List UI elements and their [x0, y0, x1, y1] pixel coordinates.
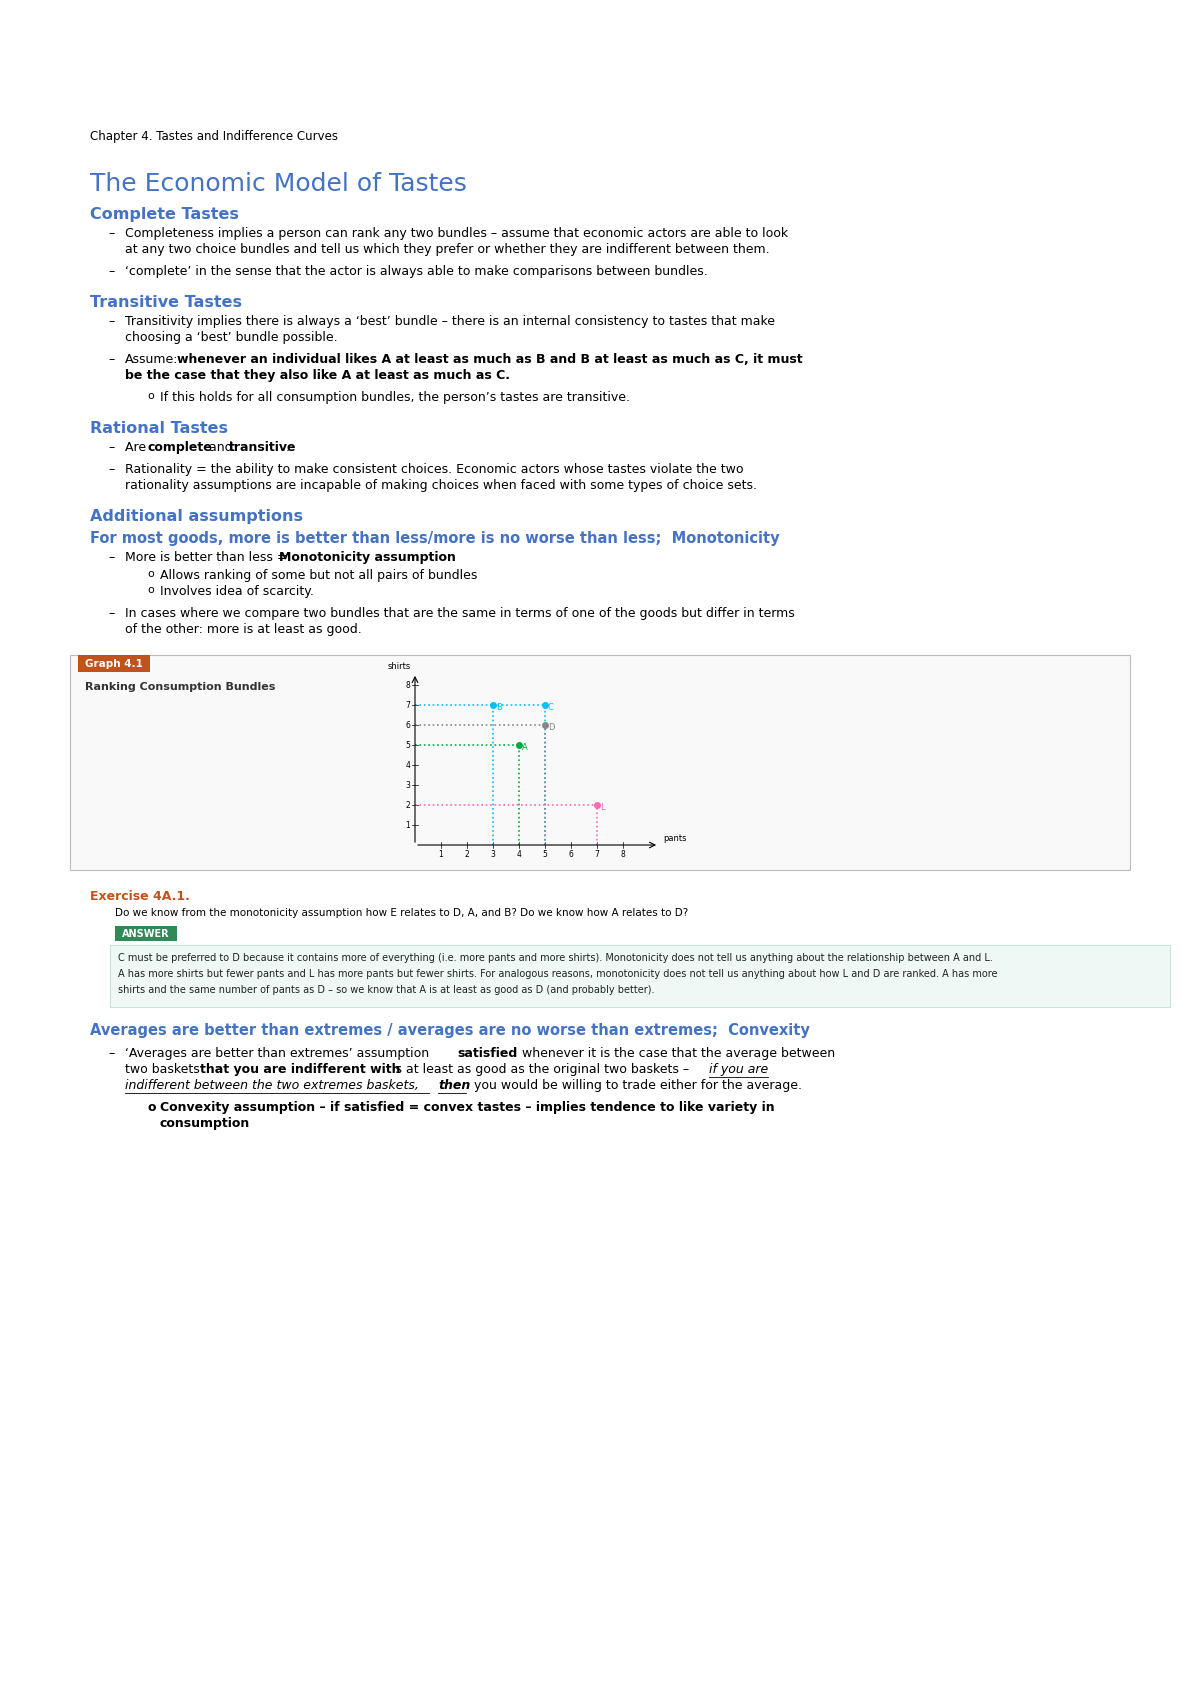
- Text: Complete Tastes: Complete Tastes: [90, 207, 239, 222]
- Text: D: D: [548, 723, 554, 732]
- Text: 5: 5: [542, 851, 547, 859]
- FancyBboxPatch shape: [110, 946, 1170, 1007]
- FancyBboxPatch shape: [70, 655, 1130, 869]
- Text: two baskets: two baskets: [125, 1063, 204, 1077]
- Text: Graph 4.1: Graph 4.1: [85, 659, 143, 669]
- Text: Assume:: Assume:: [125, 353, 179, 367]
- Text: consumption: consumption: [160, 1117, 251, 1129]
- Text: Chapter 4. Tastes and Indifference Curves: Chapter 4. Tastes and Indifference Curve…: [90, 131, 338, 143]
- Text: transitive: transitive: [229, 441, 296, 453]
- Text: Averages are better than extremes / averages are no worse than extremes;  Convex: Averages are better than extremes / aver…: [90, 1022, 810, 1037]
- Text: ANSWER: ANSWER: [122, 929, 170, 939]
- Text: In cases where we compare two bundles that are the same in terms of one of the g: In cases where we compare two bundles th…: [125, 606, 794, 620]
- Text: Are: Are: [125, 441, 150, 453]
- Text: of the other: more is at least as good.: of the other: more is at least as good.: [125, 623, 361, 637]
- Text: 4: 4: [516, 851, 522, 859]
- Text: –: –: [108, 606, 114, 620]
- Text: 6: 6: [569, 851, 574, 859]
- Text: Do we know from the monotonicity assumption how E relates to D, A, and B? Do we : Do we know from the monotonicity assumpt…: [115, 908, 689, 919]
- Text: A: A: [522, 744, 528, 752]
- Text: 1: 1: [406, 820, 410, 830]
- Text: 7: 7: [594, 851, 600, 859]
- Text: shirts and the same number of pants as D – so we know that A is at least as good: shirts and the same number of pants as D…: [118, 985, 654, 995]
- Text: whenever it is the case that the average between: whenever it is the case that the average…: [518, 1048, 835, 1060]
- Text: satisfied: satisfied: [457, 1048, 517, 1060]
- Text: Ranking Consumption Bundles: Ranking Consumption Bundles: [85, 683, 275, 693]
- Text: you would be willing to trade either for the average.: you would be willing to trade either for…: [470, 1078, 802, 1092]
- Text: –: –: [108, 316, 114, 328]
- Text: B: B: [496, 703, 502, 711]
- Text: Monotonicity assumption: Monotonicity assumption: [278, 550, 456, 564]
- Text: and: and: [205, 441, 236, 453]
- Text: A has more shirts but fewer pants and L has more pants but fewer shirts. For ana: A has more shirts but fewer pants and L …: [118, 970, 997, 980]
- Text: Completeness implies a person can rank any two bundles – assume that economic ac: Completeness implies a person can rank a…: [125, 228, 788, 239]
- Text: Convexity assumption – if satisfied = convex tastes – implies tendence to like v: Convexity assumption – if satisfied = co…: [160, 1100, 775, 1114]
- Text: Additional assumptions: Additional assumptions: [90, 509, 302, 525]
- Text: .: .: [286, 441, 290, 453]
- Text: –: –: [108, 228, 114, 239]
- Text: 5: 5: [406, 740, 410, 749]
- Text: choosing a ‘best’ bundle possible.: choosing a ‘best’ bundle possible.: [125, 331, 337, 345]
- Text: –: –: [108, 1048, 114, 1060]
- Text: 3: 3: [491, 851, 496, 859]
- Text: The Economic Model of Tastes: The Economic Model of Tastes: [90, 171, 467, 195]
- Text: 6: 6: [406, 720, 410, 730]
- Text: that you are indifferent with: that you are indifferent with: [200, 1063, 401, 1077]
- Text: Involves idea of scarcity.: Involves idea of scarcity.: [160, 586, 314, 598]
- FancyBboxPatch shape: [78, 655, 150, 672]
- Text: –: –: [108, 353, 114, 367]
- Text: –: –: [108, 550, 114, 564]
- Text: is at least as good as the original two baskets –: is at least as good as the original two …: [388, 1063, 694, 1077]
- Text: 2: 2: [464, 851, 469, 859]
- Text: C: C: [548, 703, 554, 711]
- Text: 3: 3: [406, 781, 410, 790]
- Text: then: then: [438, 1078, 470, 1092]
- Text: indifferent between the two extremes baskets,: indifferent between the two extremes bas…: [125, 1078, 419, 1092]
- Text: 2: 2: [406, 800, 410, 810]
- Text: Rationality = the ability to make consistent choices. Economic actors whose tast: Rationality = the ability to make consis…: [125, 464, 744, 475]
- Text: whenever an individual likes A at least as much as B and B at least as much as C: whenever an individual likes A at least …: [178, 353, 803, 367]
- Text: o: o: [148, 569, 154, 579]
- Text: Rational Tastes: Rational Tastes: [90, 421, 228, 436]
- Text: More is better than less =: More is better than less =: [125, 550, 292, 564]
- Text: o: o: [148, 391, 154, 401]
- Text: 1: 1: [439, 851, 443, 859]
- Text: Transitive Tastes: Transitive Tastes: [90, 295, 242, 311]
- Text: complete: complete: [148, 441, 212, 453]
- Text: if you are: if you are: [709, 1063, 768, 1077]
- Text: pants: pants: [662, 834, 686, 842]
- Text: shirts: shirts: [388, 662, 410, 671]
- Text: o: o: [148, 1100, 156, 1114]
- Text: L: L: [600, 803, 605, 812]
- Text: Allows ranking of some but not all pairs of bundles: Allows ranking of some but not all pairs…: [160, 569, 478, 582]
- Text: 4: 4: [406, 761, 410, 769]
- Text: Transitivity implies there is always a ‘best’ bundle – there is an internal cons: Transitivity implies there is always a ‘…: [125, 316, 775, 328]
- Text: 8: 8: [406, 681, 410, 689]
- Text: ‘Averages are better than extremes’ assumption: ‘Averages are better than extremes’ assu…: [125, 1048, 433, 1060]
- Text: For most goods, more is better than less/more is no worse than less;  Monotonici: For most goods, more is better than less…: [90, 531, 780, 547]
- Text: C must be preferred to D because it contains more of everything (i.e. more pants: C must be preferred to D because it cont…: [118, 953, 992, 963]
- FancyBboxPatch shape: [115, 925, 178, 941]
- Text: Exercise 4A.1.: Exercise 4A.1.: [90, 890, 190, 903]
- Text: be the case that they also like A at least as much as C.: be the case that they also like A at lea…: [125, 368, 510, 382]
- Text: 8: 8: [620, 851, 625, 859]
- Text: –: –: [108, 441, 114, 453]
- Text: If this holds for all consumption bundles, the person’s tastes are transitive.: If this holds for all consumption bundle…: [160, 391, 630, 404]
- Text: –: –: [108, 265, 114, 278]
- Text: 7: 7: [406, 701, 410, 710]
- Text: at any two choice bundles and tell us which they prefer or whether they are indi: at any two choice bundles and tell us wh…: [125, 243, 769, 256]
- Text: ‘complete’ in the sense that the actor is always able to make comparisons betwee: ‘complete’ in the sense that the actor i…: [125, 265, 708, 278]
- Text: –: –: [108, 464, 114, 475]
- Text: rationality assumptions are incapable of making choices when faced with some typ: rationality assumptions are incapable of…: [125, 479, 757, 492]
- Text: o: o: [148, 586, 154, 594]
